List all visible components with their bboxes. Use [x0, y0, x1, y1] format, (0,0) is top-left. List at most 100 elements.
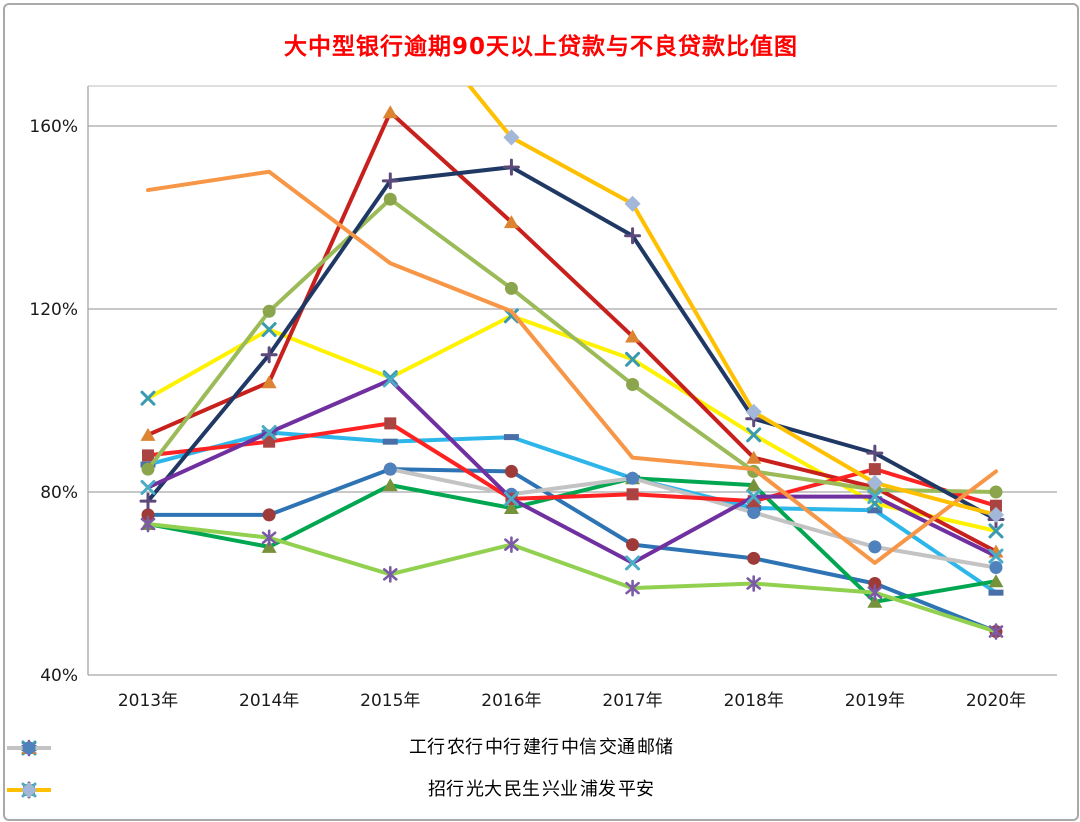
marker-circle [504, 281, 518, 295]
marker-asterisk [261, 529, 277, 547]
marker-dash [988, 589, 1004, 596]
marker-x [503, 491, 519, 507]
marker-triangle [382, 478, 398, 492]
legend-item-邮储: 邮储 [7, 739, 673, 757]
marker-circle [868, 577, 882, 590]
marker-asterisk [867, 584, 883, 601]
legend-label: 平安 [618, 779, 654, 800]
legend-label: 中信 [561, 737, 597, 758]
series-浦发 [146, 169, 998, 565]
series-group [139, 86, 1005, 640]
marker-asterisk [382, 566, 398, 583]
marker-triangle [503, 501, 519, 515]
legend-row-1: 工行 农行 中行 建行 中信 交通 邮储 [5, 739, 1077, 757]
marker-circle [747, 506, 761, 520]
marker-circle [989, 560, 1003, 574]
series-line-招行 [146, 421, 998, 508]
y-tick-label: 80% [40, 483, 78, 503]
legend-item-工行: 工行 [7, 737, 445, 758]
marker-asterisk [504, 536, 519, 553]
line-chart: 40% 80% 120% 160% 2013年 2014年 2015年 2016年 2017年 2… [29, 85, 1057, 711]
marker-triangle [988, 574, 1004, 588]
marker-x [140, 479, 156, 495]
legend-item-民生: 民生 [7, 779, 540, 800]
marker-x [746, 427, 762, 443]
x-tick-label: 2015年 [360, 691, 420, 711]
marker-triangle [261, 375, 277, 389]
marker-x [261, 322, 277, 338]
series-line-光大 [146, 197, 998, 494]
marker-square [868, 463, 881, 476]
marker-x [746, 489, 762, 505]
legend-item-兴业: 兴业 [7, 779, 578, 800]
marker-diamond [20, 781, 38, 799]
marker-circle [989, 485, 1003, 499]
marker-triangle [625, 329, 641, 343]
marker-x [261, 425, 277, 441]
y-tick-label: 160% [29, 117, 78, 137]
y-tick-label: 120% [29, 300, 78, 320]
x-tick-label: 2018年 [724, 691, 784, 711]
marker-diamond [503, 129, 520, 146]
marker-asterisk [988, 623, 1004, 640]
legend-label: 中行 [485, 737, 521, 758]
marker-x [988, 548, 1004, 564]
legend-label: 农行 [447, 737, 483, 758]
legend-label: 民生 [504, 779, 540, 800]
marker-dash [503, 434, 519, 441]
marker-circle [868, 540, 882, 554]
marker-square [989, 499, 1002, 512]
x-tick-label: 2013年 [118, 691, 178, 711]
legend-item-中信: 中信 [7, 737, 597, 758]
marker-diamond [866, 474, 883, 491]
series-line-民生 [146, 165, 998, 522]
marker-circle [626, 471, 640, 485]
marker-circle [626, 538, 640, 552]
x-tick-label: 2020年 [966, 691, 1026, 711]
marker-circle [747, 551, 761, 565]
marker-diamond [624, 195, 641, 212]
marker-triangle [261, 539, 277, 553]
marker-diamond [745, 403, 762, 420]
legend-label: 工行 [409, 737, 445, 758]
marker-plus [139, 492, 157, 510]
legend-item-交通: 交通 [7, 737, 635, 758]
marker-x [382, 372, 398, 388]
chart-title: 大中型银行逾期90天以上贷款与不良贷款比值图 [283, 34, 798, 60]
marker-circle [22, 741, 36, 755]
marker-x [988, 523, 1004, 539]
marker-x [503, 308, 519, 324]
legend-item-建行: 建行 [7, 737, 559, 758]
series-兴业 [140, 372, 1004, 571]
series-line-工行 [146, 430, 998, 595]
marker-triangle [746, 478, 762, 492]
marker-square [263, 435, 276, 448]
marker-circle [383, 192, 397, 206]
legend-swatch-邮储 [7, 741, 51, 755]
legend-label: 交通 [599, 737, 635, 758]
marker-triangle [867, 594, 883, 608]
marker-asterisk [625, 579, 640, 597]
legend-label: 兴业 [542, 779, 578, 800]
series-line-平安 [466, 86, 998, 517]
series-平安 [466, 86, 1005, 523]
marker-asterisk [746, 575, 761, 592]
marker-x [867, 489, 883, 505]
y-tick-label: 40% [40, 666, 78, 686]
marker-dash [382, 438, 398, 445]
marker-square [142, 449, 154, 462]
legend-row-2: 招行 光大 民生 兴业 浦发 平安 [5, 781, 1077, 799]
marker-x [625, 555, 641, 571]
marker-plus [624, 227, 642, 245]
legend-label: 建行 [523, 737, 559, 758]
series-中信 [140, 308, 1004, 539]
marker-x [625, 351, 641, 367]
legend-label: 光大 [466, 779, 502, 800]
series-line-浦发 [146, 169, 998, 565]
legend-item-平安: 平安 [7, 779, 654, 800]
series-line-中行 [146, 476, 998, 604]
series-line-邮储 [388, 467, 998, 570]
marker-circle [141, 508, 155, 522]
marker-plus [381, 172, 399, 190]
marker-asterisk [140, 515, 156, 533]
